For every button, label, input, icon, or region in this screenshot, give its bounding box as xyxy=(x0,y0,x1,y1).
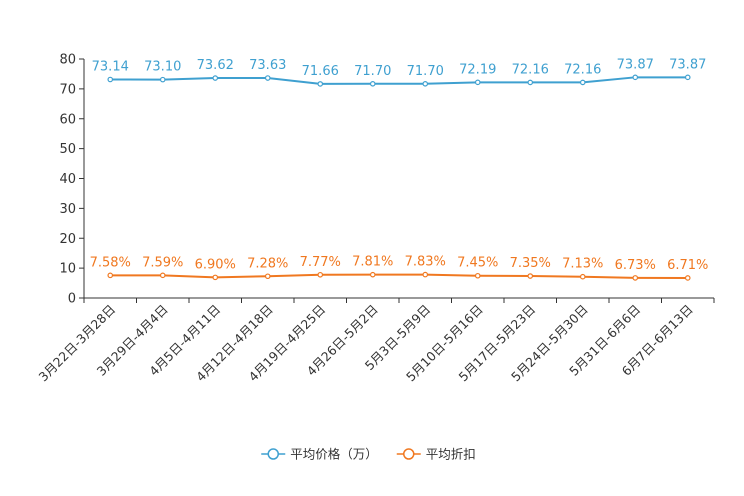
legend-item-average-discount[interactable]: 平均折扣 xyxy=(396,447,476,462)
data-point[interactable] xyxy=(317,271,324,278)
data-point[interactable] xyxy=(212,75,219,81)
series-average-discount: 7.58% 7.59% 6.90% 7.28% 7.77% 7.81% 7.83% 7.45%… xyxy=(90,255,708,281)
axes: 010203040506070803月22日-3月28日3月29日-4月4日4月… xyxy=(35,53,715,384)
data-point[interactable] xyxy=(632,74,639,81)
data-point[interactable] xyxy=(632,275,639,281)
y-tick-label: 40 xyxy=(59,172,76,187)
data-point[interactable] xyxy=(684,74,691,81)
data-point[interactable] xyxy=(369,80,376,87)
data-label: 73.14 xyxy=(92,59,129,74)
y-tick-label: 0 xyxy=(68,292,76,307)
data-point[interactable] xyxy=(684,275,691,281)
y-tick-label: 50 xyxy=(59,142,76,157)
data-point[interactable] xyxy=(107,76,114,83)
y-tick-label: 10 xyxy=(59,262,76,277)
series-line xyxy=(110,76,688,85)
legend-swatch-marker xyxy=(267,448,279,460)
data-point[interactable] xyxy=(527,79,534,86)
y-tick-label: 80 xyxy=(59,53,76,68)
data-label: 73.87 xyxy=(669,57,706,72)
data-point[interactable] xyxy=(474,272,481,279)
data-label: 7.28% xyxy=(247,256,288,271)
data-label: 72.16 xyxy=(512,62,549,77)
data-label: 7.58% xyxy=(90,255,131,270)
data-label: 6.71% xyxy=(667,258,708,273)
data-point[interactable] xyxy=(107,272,114,279)
y-tick-label: 30 xyxy=(59,202,76,217)
data-label: 7.83% xyxy=(405,255,446,270)
data-label: 73.62 xyxy=(197,58,234,73)
data-label: 73.10 xyxy=(144,60,181,75)
data-label: 6.73% xyxy=(615,258,656,273)
data-label: 7.35% xyxy=(510,256,551,271)
legend-item-average-price[interactable]: 平均价格（万） xyxy=(261,447,378,462)
data-point[interactable] xyxy=(527,273,534,279)
data-point[interactable] xyxy=(264,273,271,280)
data-label: 71.70 xyxy=(407,64,444,79)
data-label: 7.59% xyxy=(142,255,183,270)
y-tick-label: 20 xyxy=(59,232,76,247)
data-label: 7.45% xyxy=(457,256,498,271)
data-point[interactable] xyxy=(264,75,271,81)
data-label: 7.13% xyxy=(562,257,603,272)
legend-label: 平均价格（万） xyxy=(290,447,378,462)
legend[interactable]: 平均价格（万） 平均折扣 xyxy=(261,447,476,462)
data-label: 6.90% xyxy=(195,257,236,272)
data-label: 72.16 xyxy=(564,62,601,77)
data-label: 73.63 xyxy=(249,58,286,73)
data-point[interactable] xyxy=(422,80,429,87)
legend-label: 平均折扣 xyxy=(426,447,476,462)
data-point[interactable] xyxy=(212,274,219,281)
data-label: 7.77% xyxy=(300,255,341,270)
series-layer: 73.14 73.10 73.62 73.63 71.66 71.70 71.70 72.19… xyxy=(90,57,708,281)
data-point[interactable] xyxy=(369,271,376,278)
y-tick-label: 70 xyxy=(59,82,76,97)
data-label: 7.81% xyxy=(352,255,393,270)
data-point[interactable] xyxy=(579,273,586,280)
data-point[interactable] xyxy=(317,81,324,87)
data-point[interactable] xyxy=(159,272,166,279)
data-point[interactable] xyxy=(422,271,429,278)
series-average-price: 73.14 73.10 73.62 73.63 71.66 71.70 71.70 72.19… xyxy=(92,57,706,87)
legend-swatch-marker xyxy=(403,448,415,460)
data-label: 73.87 xyxy=(617,57,654,72)
data-point[interactable] xyxy=(579,79,586,86)
data-label: 72.19 xyxy=(459,62,496,77)
data-point[interactable] xyxy=(474,79,481,86)
data-point[interactable] xyxy=(159,76,166,83)
y-tick-label: 60 xyxy=(59,112,76,127)
series-line xyxy=(110,273,688,279)
data-label: 71.66 xyxy=(302,64,339,79)
data-label: 71.70 xyxy=(354,64,391,79)
